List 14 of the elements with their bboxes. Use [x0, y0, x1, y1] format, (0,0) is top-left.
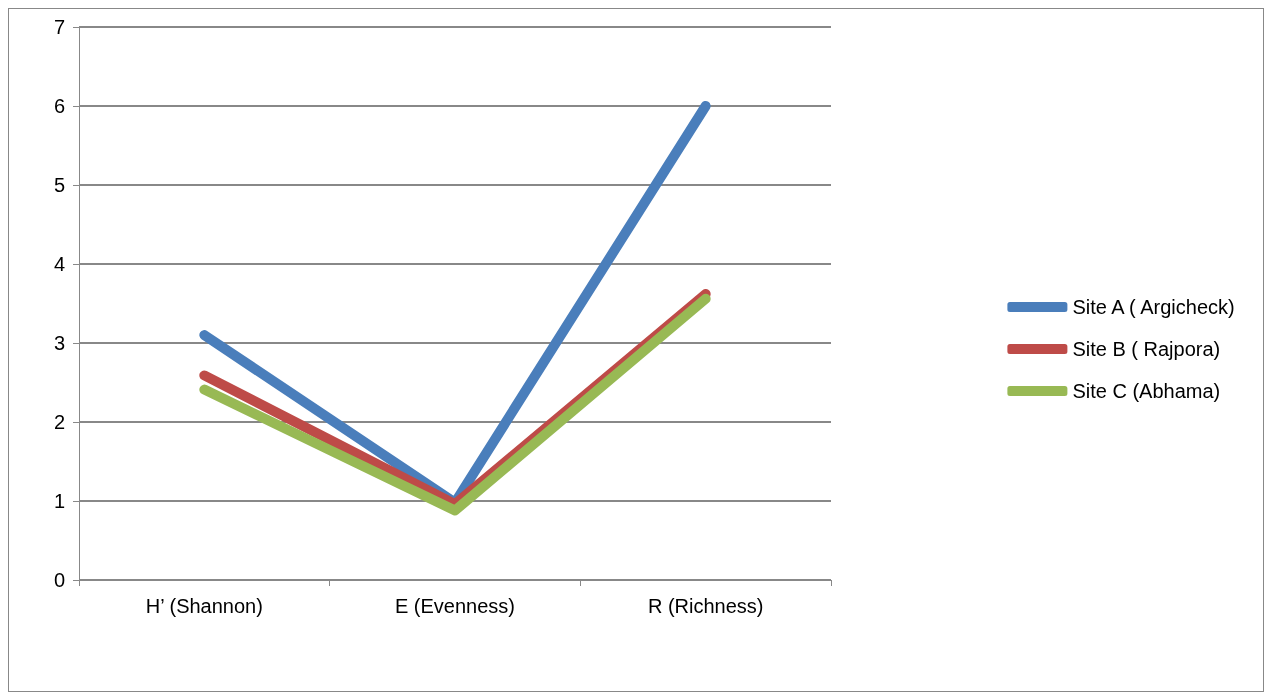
legend-label: Site B ( Rajpora) — [1072, 338, 1221, 360]
y-tick-label: 6 — [53, 95, 65, 117]
y-tick-label: 0 — [53, 569, 65, 591]
y-tick-label: 3 — [53, 332, 65, 354]
x-tick-label: E (Evenness) — [394, 595, 516, 617]
y-tick-label: 7 — [53, 16, 65, 38]
y-tick-label: 2 — [53, 411, 65, 433]
y-tick-label: 1 — [53, 490, 65, 512]
y-tick-label: 4 — [53, 253, 65, 275]
legend-label: Site A ( Argicheck) — [1072, 296, 1235, 318]
y-tick-label: 5 — [53, 174, 65, 196]
x-tick-label: R (Richness) — [647, 595, 764, 617]
legend-label: Site C (Abhama) — [1072, 380, 1221, 402]
x-tick-label: H’ (Shannon) — [145, 595, 263, 617]
